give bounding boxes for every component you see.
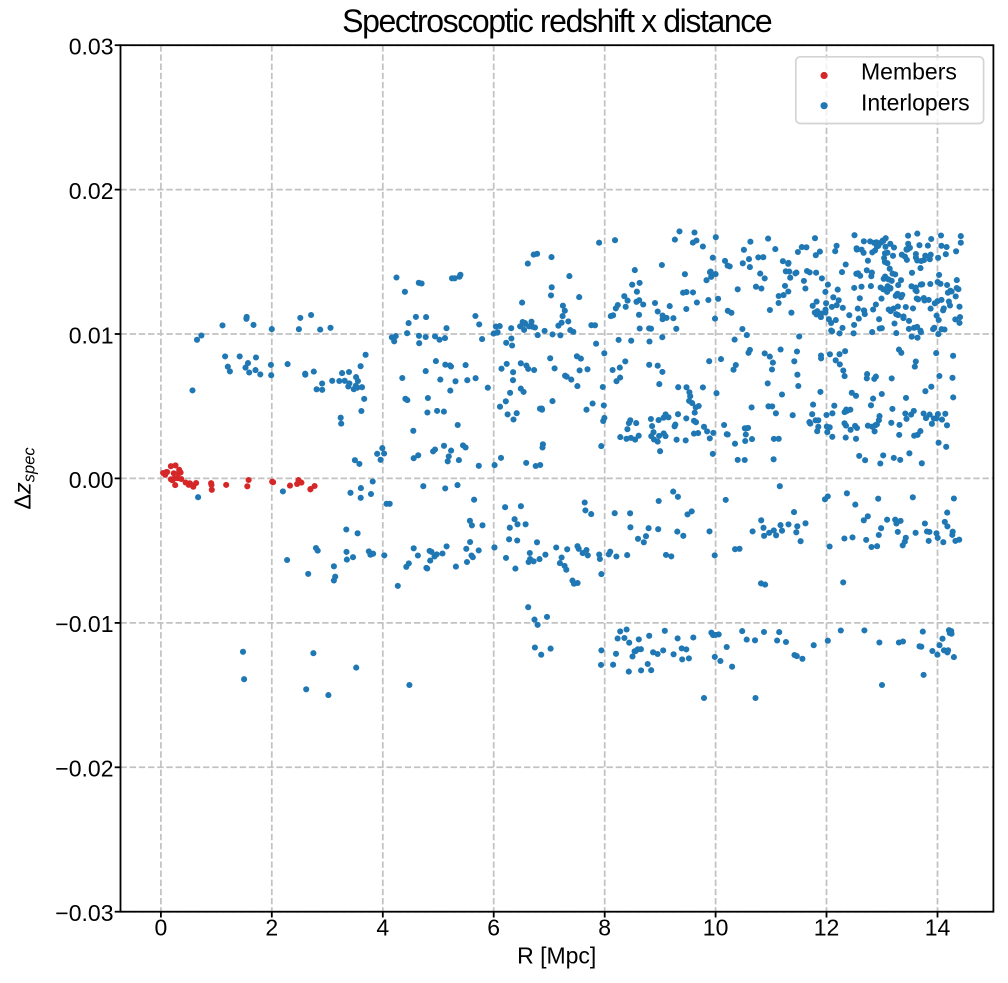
svg-text:Members: Members [861, 59, 957, 85]
svg-text:8: 8 [598, 915, 611, 941]
svg-text:R [Mpc]: R [Mpc] [517, 943, 596, 969]
svg-text:−0.02: −0.02 [55, 756, 113, 782]
svg-text:2: 2 [265, 915, 278, 941]
svg-text:0.00: 0.00 [69, 467, 114, 493]
svg-text:4: 4 [376, 915, 389, 941]
svg-text:14: 14 [925, 915, 951, 941]
svg-text:−0.03: −0.03 [55, 900, 113, 926]
svg-text:10: 10 [703, 915, 729, 941]
svg-text:0: 0 [155, 915, 168, 941]
svg-text:0.03: 0.03 [69, 34, 114, 60]
svg-text:12: 12 [814, 915, 840, 941]
svg-text:0.01: 0.01 [69, 322, 114, 348]
svg-text:Spectroscoptic redshift x dist: Spectroscoptic redshift x distance [342, 3, 772, 39]
svg-text:−0.01: −0.01 [55, 611, 113, 637]
svg-text:0.02: 0.02 [69, 178, 114, 204]
svg-text:Interlopers: Interlopers [861, 90, 970, 116]
svg-text:6: 6 [487, 915, 500, 941]
